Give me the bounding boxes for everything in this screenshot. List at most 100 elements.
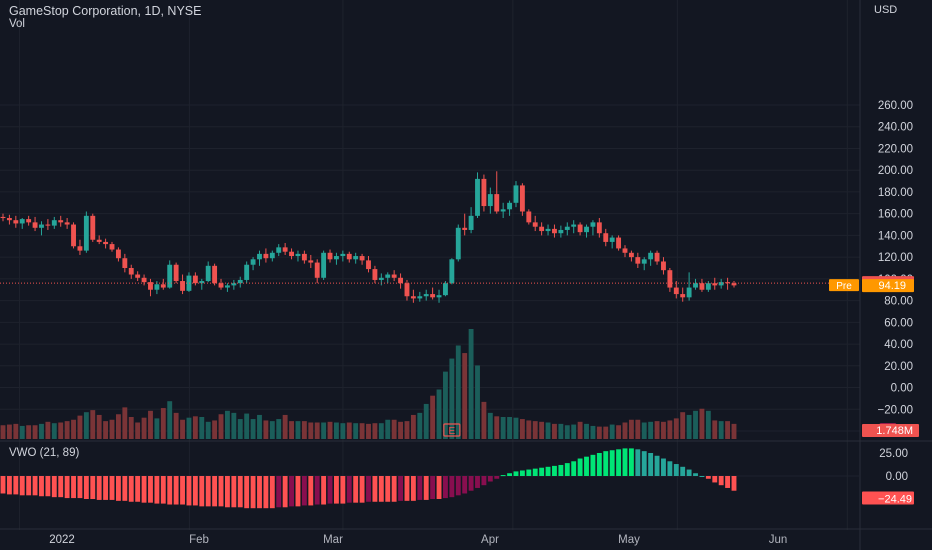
candle-body [481, 178, 487, 207]
volume-bar [0, 425, 6, 439]
candle-body [455, 227, 461, 260]
volume-bar [609, 424, 615, 439]
candle-body [654, 252, 660, 262]
volume-bar [532, 421, 538, 439]
vwo-value-tag-label: −24.49 [878, 494, 912, 506]
volume-bar [141, 417, 147, 439]
price-tick-label: 220.00 [878, 143, 913, 155]
volume-bar [552, 423, 557, 439]
vwo-bar [263, 476, 269, 509]
vwo-bar [205, 476, 211, 507]
earnings-marker-box[interactable] [443, 423, 461, 437]
volume-bar [77, 415, 83, 439]
vwo-bar [192, 476, 198, 506]
volume-bar [186, 417, 192, 439]
candle-body [686, 287, 692, 298]
price-tick-label: 60.00 [884, 317, 913, 329]
vwo-bar [507, 473, 513, 476]
volume-bar [366, 423, 371, 439]
volume-bar [173, 412, 179, 439]
candle-body [231, 283, 237, 286]
vwo-bar [571, 461, 577, 476]
vwo-bar [269, 476, 275, 509]
vwo-bar [372, 476, 378, 502]
volume-bar [577, 421, 583, 439]
vwo-bar [430, 476, 436, 499]
candle-body [58, 220, 64, 223]
volume-bar [712, 420, 718, 439]
vwo-bar [718, 476, 724, 486]
candle-body [577, 224, 583, 233]
vwo-bar [513, 471, 519, 476]
candle-body [321, 252, 327, 278]
volume-bar [398, 421, 403, 439]
vwo-bar [519, 470, 525, 476]
candle-body [71, 224, 76, 247]
vwo-bar [135, 476, 141, 502]
volume-bar [218, 414, 224, 439]
candle-body [103, 241, 109, 245]
volume-bar [26, 425, 32, 439]
vwo-bar [545, 466, 551, 476]
candle-body [462, 227, 468, 230]
vwo-bar [39, 476, 44, 497]
vwo-bar [340, 476, 346, 504]
volume-bar [635, 419, 641, 439]
vwo-bar [705, 476, 711, 479]
volume-bar [545, 422, 551, 439]
candle-body [6, 218, 12, 221]
vwo-bar [603, 451, 609, 476]
candle-body [410, 296, 416, 299]
volume-bar [212, 420, 218, 439]
vwo-bar [289, 476, 294, 507]
volume-bar [539, 421, 545, 439]
candle-body [90, 215, 96, 240]
vwo-bar [500, 475, 506, 477]
vwo-bar [449, 476, 455, 498]
candle-body [712, 283, 718, 286]
vwo-bar [526, 469, 532, 476]
volume-bar [257, 414, 262, 439]
earnings-marker: E [443, 423, 461, 437]
candle-body [160, 284, 166, 288]
volume-bar [443, 371, 448, 439]
candle-body [269, 252, 275, 259]
candle-body [167, 264, 173, 288]
volume-bar [71, 419, 76, 439]
candle-body [378, 277, 384, 280]
vwo-bar [686, 469, 692, 476]
vwo-bar [224, 476, 230, 508]
vwo-bar [231, 476, 237, 508]
vwo-bar [693, 473, 698, 476]
volume-bar [455, 345, 461, 439]
vwo-bar [19, 476, 25, 496]
candle-body [276, 247, 282, 253]
candle-body [77, 246, 83, 251]
vwo-bar [26, 476, 32, 496]
vwo-bar [237, 476, 243, 508]
volume-bar [725, 421, 731, 439]
volume-bar [192, 416, 198, 439]
candle-body [13, 220, 19, 224]
volume-label: Vol [9, 18, 25, 30]
vwo-bar [725, 476, 731, 488]
candle-body [705, 283, 711, 290]
candle-body [443, 283, 448, 296]
vwo-bar [622, 448, 628, 476]
vwo-bar [128, 476, 134, 502]
candle-body [552, 228, 557, 234]
candle-body [250, 259, 256, 265]
candle-body [430, 294, 436, 298]
candle-body [115, 249, 121, 259]
volume-bar [154, 418, 160, 439]
vwo-bar [346, 476, 352, 503]
price-tick-label: 0.00 [891, 383, 913, 395]
vwo-bar [667, 461, 673, 476]
volume-bar [628, 419, 634, 439]
candle-body [128, 268, 134, 275]
vwo-bar [673, 464, 679, 476]
candle-body [19, 219, 25, 224]
vwo-bar [455, 476, 461, 496]
volume-bar [109, 419, 115, 439]
